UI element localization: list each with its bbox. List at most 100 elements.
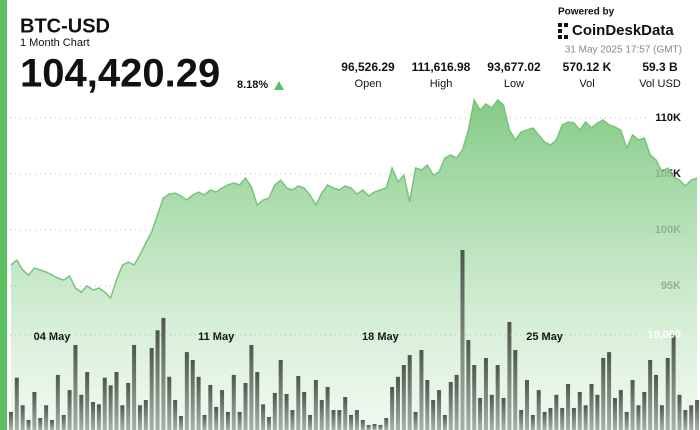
volume-bar [249,344,254,430]
volume-bar [44,405,49,430]
stat-value: 59.3 B [642,60,678,74]
volume-bar [55,374,60,430]
stat-label: High [430,78,453,90]
volume-bar [589,384,594,430]
volume-bar [261,404,266,430]
volume-bar [278,359,283,430]
stat-value: 93,677.02 [487,60,541,74]
stat-value: 96,526.29 [341,60,395,74]
accent-bar [0,0,7,430]
volume-bar [202,414,207,430]
volume-bar [325,386,330,430]
volume-bar [308,414,313,430]
volume-bar [671,335,676,430]
volume-bar [571,407,576,430]
volume-bar [407,355,412,430]
volume-bar [460,249,465,430]
volume-bar [442,414,447,430]
volume-bar [677,394,682,430]
stat-label: Low [504,78,524,90]
volume-bar [431,400,436,430]
volume-bar [85,372,90,430]
volume-bar [38,418,43,430]
volume-bar [554,394,559,430]
volume-bar [49,420,54,430]
x-tick-label: 18 May [362,331,400,343]
volume-bar [507,321,512,430]
timestamp: 31 May 2025 17:57 (GMT) [565,45,682,56]
volume-bar [313,380,318,430]
volume-bar [190,359,195,430]
volume-bar [179,416,183,430]
volume-bar [689,405,694,430]
volume-bar [601,357,606,430]
volume-bar [167,376,172,430]
volume-bar [208,384,213,430]
volume-bar [126,382,131,430]
volume-bar [319,400,324,430]
volume-bar [372,424,377,430]
volume-bar [630,380,635,430]
volume-bar [67,390,72,430]
volume-bar [255,372,260,430]
volume-bar [413,411,418,430]
volume-bar [659,405,664,430]
volume-bar [560,407,565,430]
volume-bar [566,384,571,430]
volume-bar [354,410,359,430]
volume-bar [161,317,166,430]
volume-bar [577,392,582,430]
volume-bar [648,359,653,430]
volume-bar [624,411,629,430]
volume-bar [542,411,547,430]
stat-value: 111,616.98 [412,60,471,74]
stat-label: Vol USD [639,78,681,90]
volume-bar [642,392,647,430]
volume-bar [466,340,471,430]
volume-bar [102,377,107,430]
volume-bar [654,374,659,430]
price-line [10,97,698,300]
volume-bar [137,405,142,430]
volume-bar [143,400,148,430]
volume-bar [378,424,383,430]
brand: CoinDeskData [572,22,674,39]
volume-bar [26,420,31,430]
volume-bar [483,357,488,430]
volume-bar [79,394,84,430]
volume-bar [501,397,506,430]
volume-bar [530,414,535,430]
price: 104,420.29 [20,52,220,96]
volume-bar [366,424,371,430]
volume-bar [196,376,201,430]
logo-icon [558,23,568,39]
volume-bar [225,411,230,430]
volume-bar [472,365,477,430]
volume-bar [395,376,400,430]
volume-bar [548,407,553,430]
volume-bar [343,397,348,430]
x-tick-label: 04 May [34,331,72,343]
powered-by: Powered by [558,7,615,18]
volume-bar [437,390,442,430]
volume-bar [612,397,617,430]
volume-bar [237,411,242,430]
volume-bar [296,376,301,430]
volume-bar [290,410,295,430]
volume-bar [214,407,219,430]
volume-bar [73,344,78,430]
volume-bar [155,330,160,430]
volume-bar [8,411,13,430]
volume-bar [96,404,101,430]
volume-bar [132,344,137,430]
up-arrow [274,81,284,90]
volume-bar [665,357,670,430]
x-tick-label: 25 May [526,331,564,343]
volume-bar [519,410,524,430]
volume-bar [448,382,453,430]
stat-value: 570.12 K [563,60,612,74]
volume-bar [14,377,19,430]
stat-label: Vol [579,78,594,90]
volume-bar [513,350,518,430]
